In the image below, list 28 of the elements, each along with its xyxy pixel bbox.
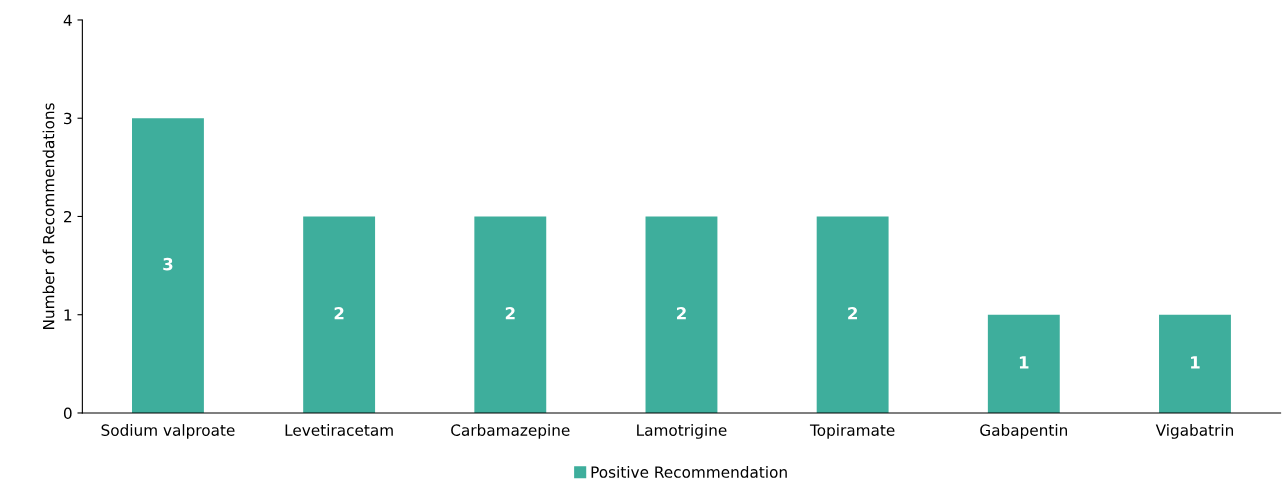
- bar: [132, 118, 204, 413]
- bar: [303, 216, 376, 413]
- x-tick-label: Vigabatrin: [1155, 424, 1234, 439]
- y-tick-label: 0: [63, 407, 72, 419]
- y-tick-label: 4: [63, 14, 72, 26]
- y-tick-label: 1: [64, 309, 72, 321]
- bar: [474, 216, 547, 413]
- bar: [987, 314, 1060, 413]
- x-tick-label: Carbamazepine: [451, 424, 570, 439]
- legend-label: Positive Recommendation: [591, 466, 787, 478]
- x-tick-label: Levetiracetam: [285, 424, 393, 436]
- y-tick-label: 3: [64, 112, 72, 125]
- data-label: 2: [334, 306, 344, 320]
- data-label: 1: [1019, 356, 1029, 369]
- x-tick-label: Topiramate: [809, 424, 895, 439]
- y-tick-label: 2: [64, 210, 72, 223]
- x-tick-label: Lamotrigine: [637, 424, 727, 439]
- bar: [816, 216, 889, 413]
- data-label: 2: [505, 306, 515, 320]
- y-axis-title: Number of Recommendations: [42, 103, 55, 329]
- data-label: 3: [163, 257, 173, 271]
- data-label: 2: [848, 306, 857, 320]
- bar: [645, 216, 718, 413]
- x-tick-label: Sodium valproate: [101, 424, 235, 439]
- bar: [1159, 314, 1231, 413]
- data-label: 2: [676, 306, 686, 320]
- data-label: 1: [1191, 356, 1200, 369]
- x-tick-label: Gabapentin: [980, 424, 1067, 439]
